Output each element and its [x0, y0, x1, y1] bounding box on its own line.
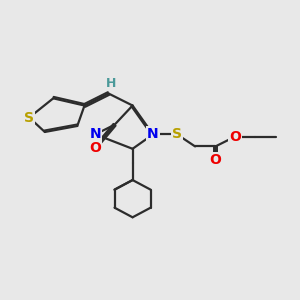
Text: O: O	[210, 153, 221, 166]
Text: H: H	[106, 77, 116, 90]
Text: S: S	[172, 128, 182, 141]
Text: O: O	[229, 130, 241, 144]
Text: S: S	[24, 111, 34, 124]
Text: N: N	[147, 128, 159, 141]
Text: N: N	[147, 128, 159, 141]
Text: N: N	[89, 128, 101, 141]
Text: O: O	[89, 141, 101, 154]
